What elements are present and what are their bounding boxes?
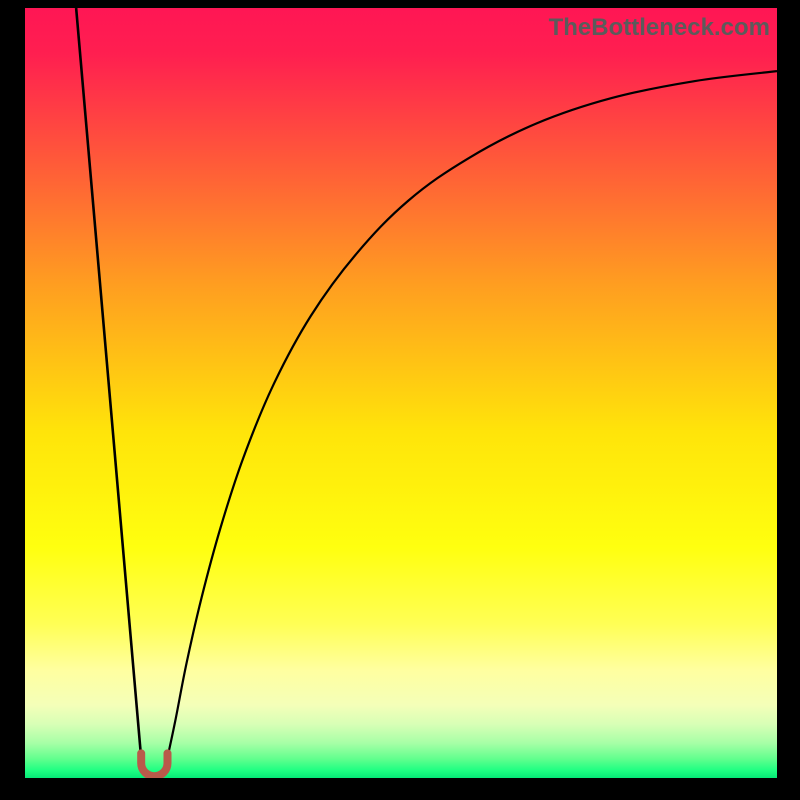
curve-layer	[25, 8, 777, 778]
curve-left-branch	[76, 8, 141, 763]
figure-root: TheBottleneck.com	[0, 0, 800, 800]
curve-right-branch	[166, 71, 777, 762]
curve-valley-cap	[141, 753, 167, 776]
watermark-text: TheBottleneck.com	[549, 14, 770, 42]
plot-area: TheBottleneck.com	[25, 8, 777, 778]
